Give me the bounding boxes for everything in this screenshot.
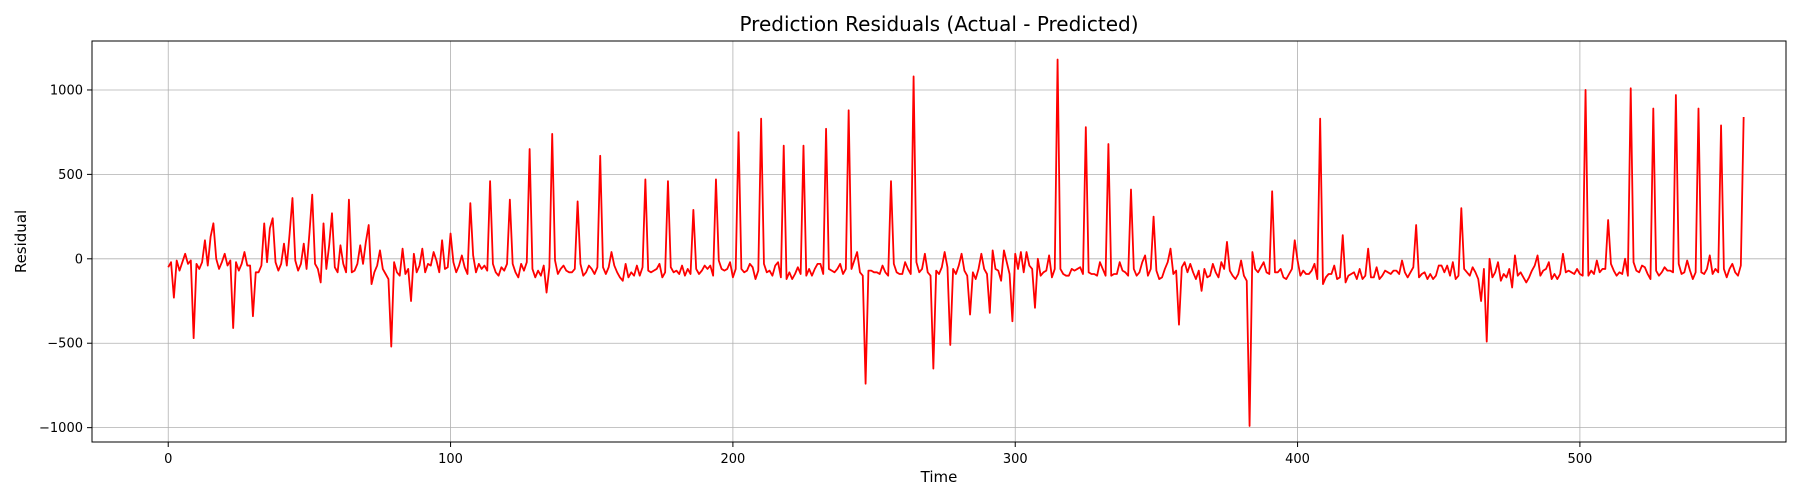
chart-title: Prediction Residuals (Actual - Predicted… [739,12,1138,36]
y-tick-label: 0 [75,252,83,267]
grid [92,41,1786,442]
x-tick-label: 100 [438,452,463,467]
y-axis-title: Residual [12,210,30,273]
x-tick-label: 400 [1285,452,1310,467]
y-tick-label: 500 [58,168,83,183]
y-tick-label: 1000 [50,83,83,98]
residual-series-line [167,58,1745,427]
y-tick-label: −1000 [39,421,83,436]
y-axis-ticks: −1000 −500 0 500 1000 [39,83,92,436]
x-axis-ticks: 0 100 200 300 400 500 [164,442,1592,467]
x-tick-label: 200 [720,452,745,467]
x-tick-label: 0 [164,452,172,467]
x-tick-label: 300 [1003,452,1028,467]
x-tick-label: 500 [1567,452,1592,467]
x-axis-title: Time [920,468,958,486]
plot-area-frame [91,40,1787,443]
series-layer [167,58,1745,427]
y-tick-label: −500 [47,337,83,352]
